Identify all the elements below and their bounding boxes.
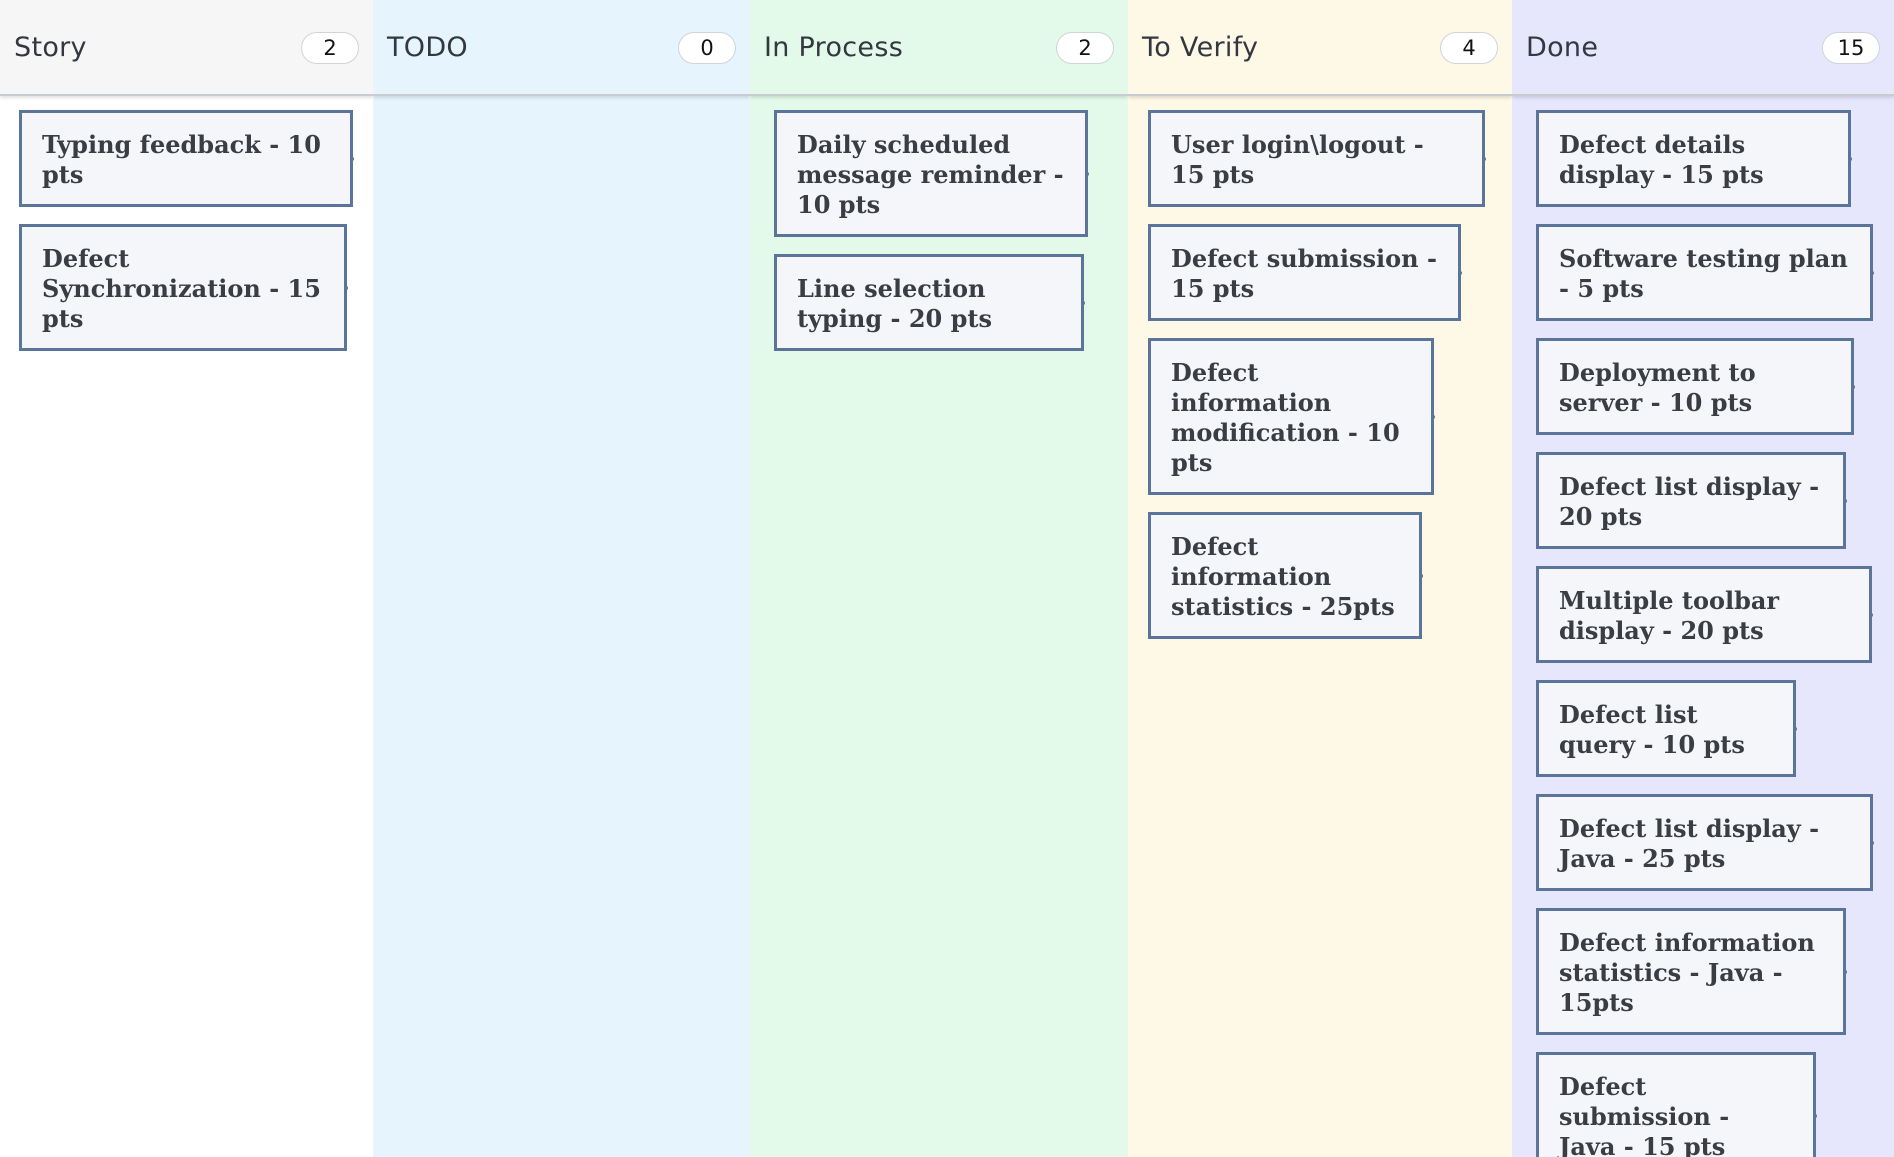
column-count-badge-to-verify: 4 <box>1440 32 1498 64</box>
column-body-in-process: Daily scheduled message reminder - 10 pt… <box>750 96 1128 351</box>
card-label: Typing feedback - 10 pts <box>42 130 321 189</box>
story-card[interactable]: Software testing plan - 5 pts <box>1536 224 1874 321</box>
story-card[interactable]: Defect list display - Java - 25 pts <box>1536 794 1874 891</box>
column-in-process: In Process 2 Daily scheduled message rem… <box>750 0 1128 1157</box>
column-title-story: Story <box>14 31 87 63</box>
card-label: Defect submission - Java - 15 pts <box>1559 1072 1730 1157</box>
column-body-to-verify: User login\logout - 15 pts Defect submis… <box>1128 96 1512 639</box>
card-resize-handle[interactable] <box>1482 156 1486 161</box>
story-card[interactable]: Daily scheduled message reminder - 10 pt… <box>774 110 1089 237</box>
card-label: Defect list query - 10 pts <box>1559 700 1745 759</box>
story-card[interactable]: Deployment to server - 10 pts <box>1536 338 1855 435</box>
story-card[interactable]: Defect Synchronization - 15 pts <box>19 224 348 351</box>
card-resize-handle[interactable] <box>350 156 354 161</box>
column-todo: TODO 0 <box>373 0 750 1157</box>
card-resize-handle[interactable] <box>1419 573 1423 578</box>
card-resize-handle[interactable] <box>1869 612 1873 617</box>
card-resize-handle[interactable] <box>1081 300 1085 305</box>
column-title-in-process: In Process <box>764 31 904 63</box>
story-card[interactable]: Defect information modification - 10 pts <box>1148 338 1435 495</box>
card-resize-handle[interactable] <box>1851 384 1855 389</box>
card-resize-handle[interactable] <box>344 285 348 290</box>
column-done: Done 15 Defect details display - 15 pts … <box>1512 0 1894 1157</box>
story-card[interactable]: Defect details display - 15 pts <box>1536 110 1852 207</box>
column-body-todo <box>373 96 750 110</box>
story-card[interactable]: Defect information statistics - 25pts <box>1148 512 1423 639</box>
card-label: Daily scheduled message reminder - 10 pt… <box>797 130 1064 219</box>
card-label: Defect information statistics - Java - 1… <box>1559 928 1815 1017</box>
column-body-story: Typing feedback - 10 pts Defect Synchron… <box>0 96 373 351</box>
column-count-badge-done: 15 <box>1822 32 1880 64</box>
column-header-done: Done 15 <box>1512 0 1894 96</box>
column-count-badge-todo: 0 <box>678 32 736 64</box>
card-label: Defect Synchronization - 15 pts <box>42 244 321 333</box>
story-card[interactable]: Defect information statistics - Java - 1… <box>1536 908 1847 1035</box>
column-body-done: Defect details display - 15 pts Software… <box>1512 96 1894 1157</box>
card-label: Deployment to server - 10 pts <box>1559 358 1756 417</box>
card-resize-handle[interactable] <box>1848 156 1852 161</box>
card-resize-handle[interactable] <box>1843 969 1847 974</box>
column-story: Story 2 Typing feedback - 10 pts Defect … <box>0 0 373 1157</box>
story-card[interactable]: Defect submission - Java - 15 pts <box>1536 1052 1817 1157</box>
card-resize-handle[interactable] <box>1843 498 1847 503</box>
column-count-badge-story: 2 <box>301 32 359 64</box>
column-header-to-verify: To Verify 4 <box>1128 0 1512 96</box>
card-label: Multiple toolbar display - 20 pts <box>1559 586 1780 645</box>
story-card[interactable]: Defect list query - 10 pts <box>1536 680 1797 777</box>
card-resize-handle[interactable] <box>1870 270 1874 275</box>
card-label: Defect information modification - 10 pts <box>1171 358 1400 477</box>
card-resize-handle[interactable] <box>1793 726 1797 731</box>
story-card[interactable]: Multiple toolbar display - 20 pts <box>1536 566 1873 663</box>
column-title-to-verify: To Verify <box>1142 31 1259 63</box>
card-label: Defect information statistics - 25pts <box>1171 532 1395 621</box>
card-label: Defect list display - Java - 25 pts <box>1559 814 1820 873</box>
card-resize-handle[interactable] <box>1813 1113 1817 1118</box>
column-header-todo: TODO 0 <box>373 0 750 96</box>
story-card[interactable]: User login\logout - 15 pts <box>1148 110 1486 207</box>
column-title-done: Done <box>1526 31 1599 63</box>
card-label: Defect submission - 15 pts <box>1171 244 1437 303</box>
card-label: Defect list display - 20 pts <box>1559 472 1820 531</box>
card-resize-handle[interactable] <box>1085 171 1089 176</box>
card-label: Software testing plan - 5 pts <box>1559 244 1848 303</box>
card-label: User login\logout - 15 pts <box>1171 130 1424 189</box>
story-card[interactable]: Defect submission - 15 pts <box>1148 224 1462 321</box>
column-title-todo: TODO <box>387 31 468 63</box>
column-to-verify: To Verify 4 User login\logout - 15 pts D… <box>1128 0 1512 1157</box>
story-card[interactable]: Typing feedback - 10 pts <box>19 110 354 207</box>
column-header-story: Story 2 <box>0 0 373 96</box>
story-card[interactable]: Defect list display - 20 pts <box>1536 452 1847 549</box>
card-label: Line selection typing - 20 pts <box>797 274 992 333</box>
card-label: Defect details display - 15 pts <box>1559 130 1764 189</box>
column-count-badge-in-process: 2 <box>1056 32 1114 64</box>
story-card[interactable]: Line selection typing - 20 pts <box>774 254 1085 351</box>
column-header-in-process: In Process 2 <box>750 0 1128 96</box>
card-resize-handle[interactable] <box>1870 840 1874 845</box>
card-resize-handle[interactable] <box>1431 414 1435 419</box>
card-resize-handle[interactable] <box>1458 270 1462 275</box>
